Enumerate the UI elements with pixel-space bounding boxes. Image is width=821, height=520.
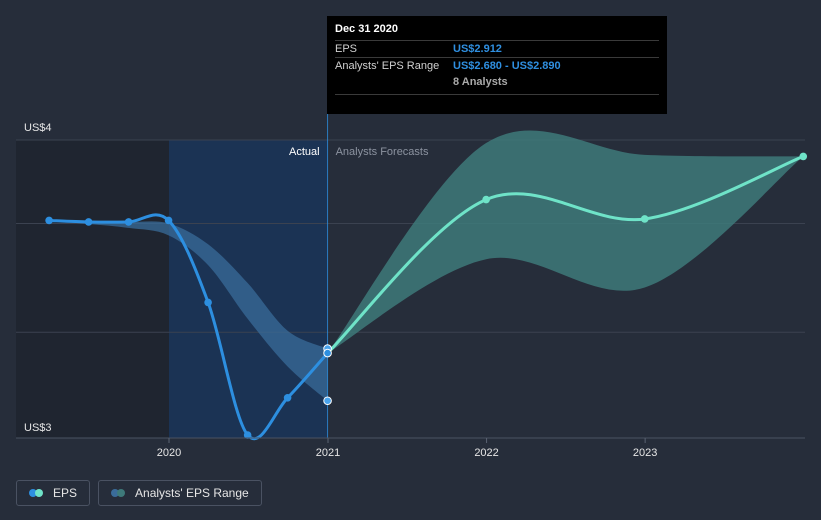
x-tick-label: 2023 — [633, 447, 657, 459]
eps-forecast-point — [799, 152, 808, 161]
tooltip-range-label: Analysts' EPS Range — [335, 60, 440, 72]
legend: EPS Analysts' EPS Range — [16, 480, 262, 506]
legend-item-eps[interactable]: EPS — [16, 480, 91, 506]
actual-label: Actual — [289, 146, 320, 158]
x-axis-ticks: 2020 2021 2022 2023 — [16, 437, 805, 459]
y-tick-label-top: US$4 — [24, 122, 52, 134]
tooltip-range-value: US$2.680 - US$2.890 — [453, 60, 561, 72]
eps-range-legend-icon — [111, 489, 127, 497]
eps-actual-point — [204, 298, 212, 307]
past-period-band — [16, 140, 169, 438]
eps-actual-point — [243, 431, 252, 439]
x-tick-label: 2021 — [316, 447, 340, 459]
eps-forecast-line — [326, 154, 804, 355]
tooltip-analysts-count: 8 Analysts — [453, 76, 508, 88]
x-tick-label: 2020 — [157, 447, 181, 459]
eps-actual-point — [124, 218, 133, 226]
tooltip-eps-row: EPS US$2.912 — [335, 40, 659, 57]
data-points — [45, 152, 808, 439]
eps-forecast-point — [482, 195, 490, 204]
current-eps-point — [323, 348, 332, 358]
tooltip-date: Dec 31 2020 — [335, 23, 398, 35]
x-tick-label: 2022 — [474, 447, 498, 459]
eps-actual-point — [45, 216, 53, 225]
hover-tooltip: Dec 31 2020 EPS US$2.912 Analysts' EPS R… — [327, 16, 667, 114]
legend-label-eps: EPS — [53, 486, 78, 500]
tooltip-analysts-row: 8 Analysts — [335, 74, 659, 90]
tooltip-eps-value: US$2.912 — [453, 43, 502, 55]
eps-actual-line — [49, 213, 329, 441]
forecast-eps-range-area — [327, 130, 804, 354]
tooltip-eps-label: EPS — [335, 43, 358, 55]
legend-label-eps-range: Analysts' EPS Range — [135, 486, 249, 500]
eps-legend-icon — [29, 489, 45, 497]
y-tick-label-bottom: US$3 — [24, 422, 52, 434]
eps-actual-point — [84, 218, 93, 226]
eps-actual-point — [283, 393, 292, 402]
eps-actual-point — [164, 216, 173, 225]
analysts-forecasts-label: Analysts Forecasts — [336, 146, 429, 158]
legend-item-eps-range[interactable]: Analysts' EPS Range — [98, 480, 262, 506]
eps-forecast-point — [640, 215, 649, 223]
tooltip-range-row: Analysts' EPS Range US$2.680 - US$2.890 — [335, 57, 659, 74]
range-endpoint — [323, 396, 332, 406]
